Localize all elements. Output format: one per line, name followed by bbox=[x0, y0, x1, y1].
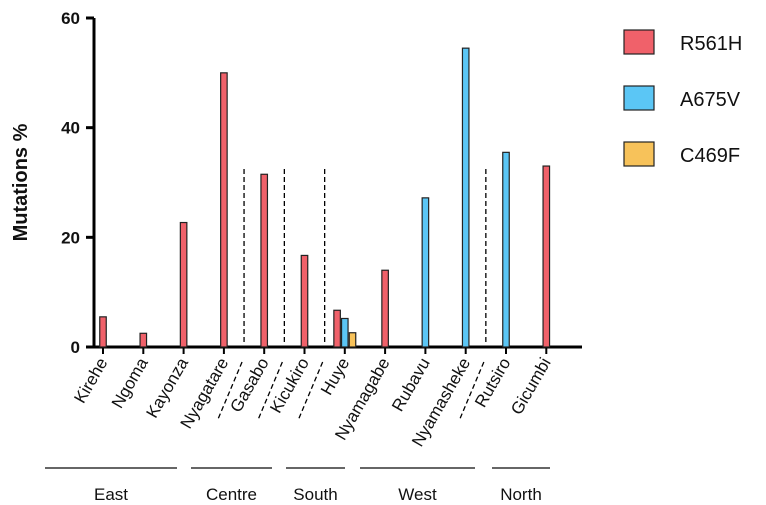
bar-r561h-huye bbox=[333, 309, 341, 348]
region-divider-lower bbox=[459, 361, 485, 420]
bar-a675v-rubavu bbox=[421, 197, 430, 348]
region-label-west: West bbox=[398, 485, 437, 504]
bar-c469f-huye bbox=[348, 332, 357, 348]
bar-r561h-kirehe bbox=[99, 316, 107, 348]
bar-r561h-nyamagabe bbox=[381, 269, 389, 348]
legend-label-r561h: R561H bbox=[680, 33, 742, 55]
x-tick-label: Kirehe bbox=[70, 355, 111, 407]
bar-r561h-gicumbi bbox=[542, 165, 551, 348]
bar-r561h-gasabo bbox=[260, 173, 269, 348]
x-tick-label: Rubavu bbox=[388, 355, 434, 415]
axes: 0 20 40 60 bbox=[61, 9, 582, 357]
y-tick-label: 20 bbox=[61, 228, 80, 247]
bar-r561h-kayonza bbox=[179, 221, 188, 348]
x-tick-label: Kicukiro bbox=[266, 355, 313, 417]
legend-swatch-a675v bbox=[623, 85, 655, 111]
bar-a675v-huye bbox=[340, 317, 349, 348]
y-axis-label-group: Mutations % bbox=[10, 123, 32, 241]
y-tick-label: 60 bbox=[61, 9, 80, 28]
region-labels: East Centre South West North bbox=[45, 467, 550, 504]
y-axis-label: Mutations % bbox=[10, 123, 32, 241]
region-divider-lower bbox=[298, 361, 324, 420]
bar-a675v-rutsiro bbox=[502, 151, 510, 348]
bar-r561h-kicukiro bbox=[300, 254, 309, 348]
bar-r561h-nyagatare bbox=[220, 72, 228, 348]
bar-r561h-ngoma bbox=[139, 332, 148, 348]
legend-swatch-r561h bbox=[623, 29, 655, 55]
region-divider-lower bbox=[257, 361, 283, 420]
x-tick-label: Rutsiro bbox=[471, 355, 514, 411]
y-tick-label: 40 bbox=[61, 119, 80, 138]
region-divider-lower bbox=[217, 361, 243, 420]
bars bbox=[99, 47, 551, 348]
region-label-east: East bbox=[94, 485, 128, 504]
region-dividers bbox=[217, 169, 487, 420]
region-label-centre: Centre bbox=[206, 485, 257, 504]
legend-label-a675v: A675V bbox=[680, 89, 741, 111]
x-tick-labels: KireheNgomaKayonzaNyagatareGasaboKicukir… bbox=[70, 354, 554, 450]
y-tick-label: 0 bbox=[71, 338, 80, 357]
x-tick-label: Huye bbox=[317, 355, 353, 399]
x-tick-label: Ngoma bbox=[108, 354, 152, 411]
bar-a675v-nyamasheke bbox=[461, 47, 470, 348]
region-label-south: South bbox=[293, 485, 337, 504]
legend: R561H A675V C469F bbox=[623, 29, 742, 167]
legend-swatch-c469f bbox=[623, 141, 655, 167]
region-label-north: North bbox=[500, 485, 542, 504]
legend-label-c469f: C469F bbox=[680, 145, 740, 167]
